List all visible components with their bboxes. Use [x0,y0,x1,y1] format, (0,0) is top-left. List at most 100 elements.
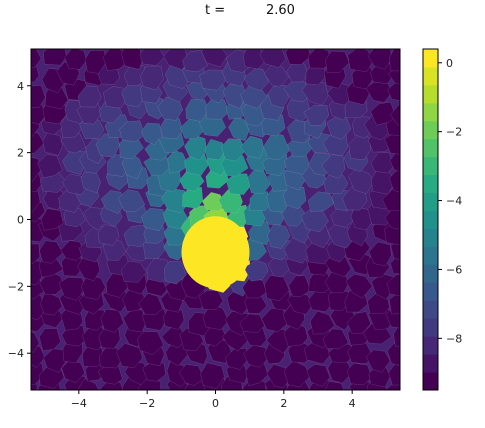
mesh-cell [306,364,331,387]
mesh-cell [264,275,290,302]
mesh-cell [201,49,228,68]
mesh-cell [42,131,63,156]
mesh-cell [225,347,249,370]
colorbar-level [423,354,438,373]
mesh-cell [58,276,87,301]
colorbar-level [423,264,438,283]
y-tick-label: −2 [8,280,24,293]
mesh-cell [98,345,123,369]
mesh-cell [82,343,106,368]
mesh-cell [37,154,63,179]
mesh-cell [120,260,147,283]
mesh-cell [267,223,291,249]
mesh-cell [200,362,225,390]
mesh-cell [388,363,400,386]
x-tick-label: −2 [139,397,155,410]
mesh-cell [178,364,205,386]
mesh-cell [137,331,164,356]
mesh-cell [39,172,68,193]
mesh-cell [325,50,350,74]
mesh-cell [322,328,349,350]
mesh-cell [348,135,372,161]
mesh-cell [321,154,346,179]
y-tick-label: 2 [17,147,24,160]
mesh-cell [262,153,288,176]
y-tick-label: 4 [17,80,24,93]
mesh-cell [164,261,187,285]
mesh-cell [306,224,331,249]
x-axis: −4 −2 0 2 4 [71,390,356,410]
mesh-cell [221,138,246,162]
colorbar-level [423,174,438,194]
mesh-cell [39,240,64,264]
mesh-cell [387,80,400,101]
mesh-cell [228,115,250,142]
y-tick-label: 0 [17,214,24,227]
mesh-cell [367,49,392,70]
colorbar-level [423,49,438,68]
mesh-cell [308,270,332,294]
mesh-cell [267,84,289,109]
mesh-cell [161,325,187,349]
mesh-cell [31,243,41,264]
mesh-cell [347,341,374,364]
mesh-cell [40,208,64,231]
mesh-cell [247,167,271,195]
mesh-cell [384,223,400,246]
mesh-cell [303,104,329,126]
colorbar-tick-label: −2 [446,126,462,139]
mesh-cell [120,49,143,70]
mesh-cell [160,118,183,140]
x-tick-label: 4 [349,397,356,410]
colorbar-level [423,228,438,247]
mesh-cell [324,381,345,390]
mesh-cell [31,331,40,353]
colorbar-level [423,120,438,140]
mesh-cell [286,60,309,83]
chart-title-label: t = [205,3,226,18]
mesh-cell [123,64,148,87]
mesh-cell [205,96,230,120]
x-tick-label: 0 [212,397,219,410]
colorbar-tick-label: −8 [446,332,462,345]
colorbar-level [423,336,438,355]
mesh-cell [393,322,400,347]
colorbar-level [423,318,438,337]
mesh-cell [202,303,229,331]
mesh-cell [249,191,272,212]
mesh-cell [39,328,61,351]
mesh-cell [226,173,251,195]
mesh-cell [240,135,264,159]
mesh-cell [384,205,400,230]
mesh-cell [31,84,46,108]
mesh-cell [243,344,269,368]
colorbar-level [423,372,438,391]
mesh-cell [389,150,400,173]
mesh-cell [60,240,86,261]
mesh-cell [282,186,307,210]
colorbar-level [423,156,438,176]
mesh-cell [389,170,400,193]
colorbar-level [423,192,438,212]
mesh-cell [167,150,189,174]
mesh-cell [326,81,352,106]
mesh-cell [301,78,329,106]
mesh-cell [305,240,333,265]
mesh-cell [347,49,375,73]
mesh-cell [121,152,143,180]
mesh-cell [263,62,290,88]
colorbar-level [423,300,438,319]
mesh-cell [163,307,185,330]
mesh-cell [138,292,164,315]
plot-area [30,48,401,391]
mesh-cell [243,68,270,92]
mesh-cell [184,134,207,161]
mesh-cell [80,274,106,300]
colorbar-level [423,84,438,104]
mesh-cell [267,257,291,278]
mesh-cell [285,49,311,65]
mesh-cell [365,349,391,373]
chart-title-value: 2.60 [266,3,295,18]
mesh-cell [31,361,45,386]
